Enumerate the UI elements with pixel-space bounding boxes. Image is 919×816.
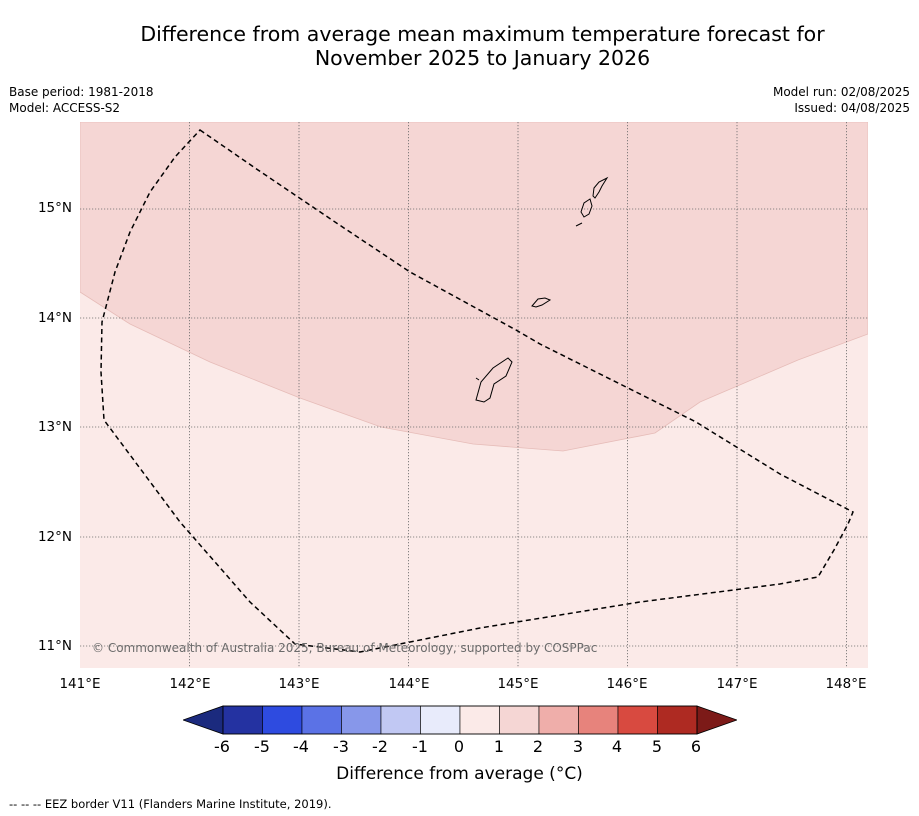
colorbar-cell <box>341 705 382 735</box>
colorbar-cell <box>222 705 263 735</box>
colorbar-tick: 0 <box>453 737 465 756</box>
model-run: Model run: 02/08/2025 <box>772 85 910 99</box>
colorbar-cell <box>578 705 619 735</box>
anomaly-zone-1-2 <box>80 122 868 452</box>
lon-tick-148: 148°E <box>825 676 867 692</box>
meta-left: Base period: 1981-2018 Model: ACCESS-S2 <box>9 84 154 116</box>
colorbar-cell <box>657 705 698 735</box>
colorbar-label-text: Difference from average ( <box>336 764 556 784</box>
island-saipan <box>592 176 609 199</box>
colorbar-cell <box>499 705 540 735</box>
title-line-1: Difference from average mean maximum tem… <box>140 22 825 46</box>
colorbar-tick: -4 <box>293 737 309 756</box>
model-name: Model: ACCESS-S2 <box>9 101 121 115</box>
colorbar-tick: -5 <box>254 737 270 756</box>
colorbar-tick: 2 <box>532 737 544 756</box>
colorbar-tick: 6 <box>690 737 702 756</box>
island-guam <box>475 357 513 403</box>
colorbar-extend-max <box>696 705 737 735</box>
lon-tick-143: 143°E <box>278 676 320 692</box>
lon-tick-147: 147°E <box>716 676 758 692</box>
eez-legend-note: -- -- -- EEZ border V11 (Flanders Marine… <box>9 797 332 811</box>
colorbar <box>183 705 737 735</box>
colorbar-cell <box>301 705 342 735</box>
colorbar-tick: -6 <box>214 737 230 756</box>
colorbar-label-unit: °C) <box>555 764 583 784</box>
colorbar-label: Difference from average (°C) <box>0 764 919 784</box>
gridlines <box>80 122 868 668</box>
lat-tick-11: 11°N <box>37 638 72 654</box>
map-canvas <box>80 122 868 668</box>
meta-right: Model run: 02/08/2025 Issued: 04/08/2025 <box>773 84 910 116</box>
colorbar-cell <box>459 705 500 735</box>
colorbar-tick: -3 <box>333 737 349 756</box>
colorbar-tick: -2 <box>372 737 388 756</box>
lon-tick-146: 146°E <box>606 676 648 692</box>
map-panel: © Commonwealth of Australia 2025, Bureau… <box>80 122 868 668</box>
colorbar-tick: 4 <box>611 737 623 756</box>
title-line-2: November 2025 to January 2026 <box>314 46 651 70</box>
colorbar-frame <box>222 705 698 735</box>
colorbar-tick: 1 <box>493 737 505 756</box>
copyright-notice: © Commonwealth of Australia 2025, Bureau… <box>92 641 598 655</box>
colorbar-cell <box>538 705 579 735</box>
map-title: Difference from average mean maximum tem… <box>0 22 919 70</box>
colorbar-cell <box>262 705 303 735</box>
colorbar-extend-min <box>183 705 224 735</box>
lon-tick-145: 145°E <box>497 676 539 692</box>
lon-tick-141: 141°E <box>59 676 101 692</box>
issued-date: Issued: 04/08/2025 <box>794 101 910 115</box>
colorbar-tick: 5 <box>651 737 663 756</box>
colorbar-tick: 3 <box>572 737 584 756</box>
colorbar-tick: -1 <box>412 737 428 756</box>
base-period: Base period: 1981-2018 <box>9 85 154 99</box>
lat-tick-13: 13°N <box>37 419 72 435</box>
colorbar-cell <box>617 705 658 735</box>
colorbar-cell <box>420 705 461 735</box>
island-tinian <box>580 198 593 218</box>
lat-tick-12: 12°N <box>37 529 72 545</box>
lon-tick-142: 142°E <box>169 676 211 692</box>
island-aguijan <box>575 222 583 227</box>
islands <box>475 176 609 403</box>
lat-tick-15: 15°N <box>37 200 72 216</box>
island-rota <box>531 297 552 308</box>
colorbar-cell <box>380 705 421 735</box>
eez-border <box>100 129 854 653</box>
lat-tick-14: 14°N <box>37 310 72 326</box>
lon-tick-144: 144°E <box>388 676 430 692</box>
